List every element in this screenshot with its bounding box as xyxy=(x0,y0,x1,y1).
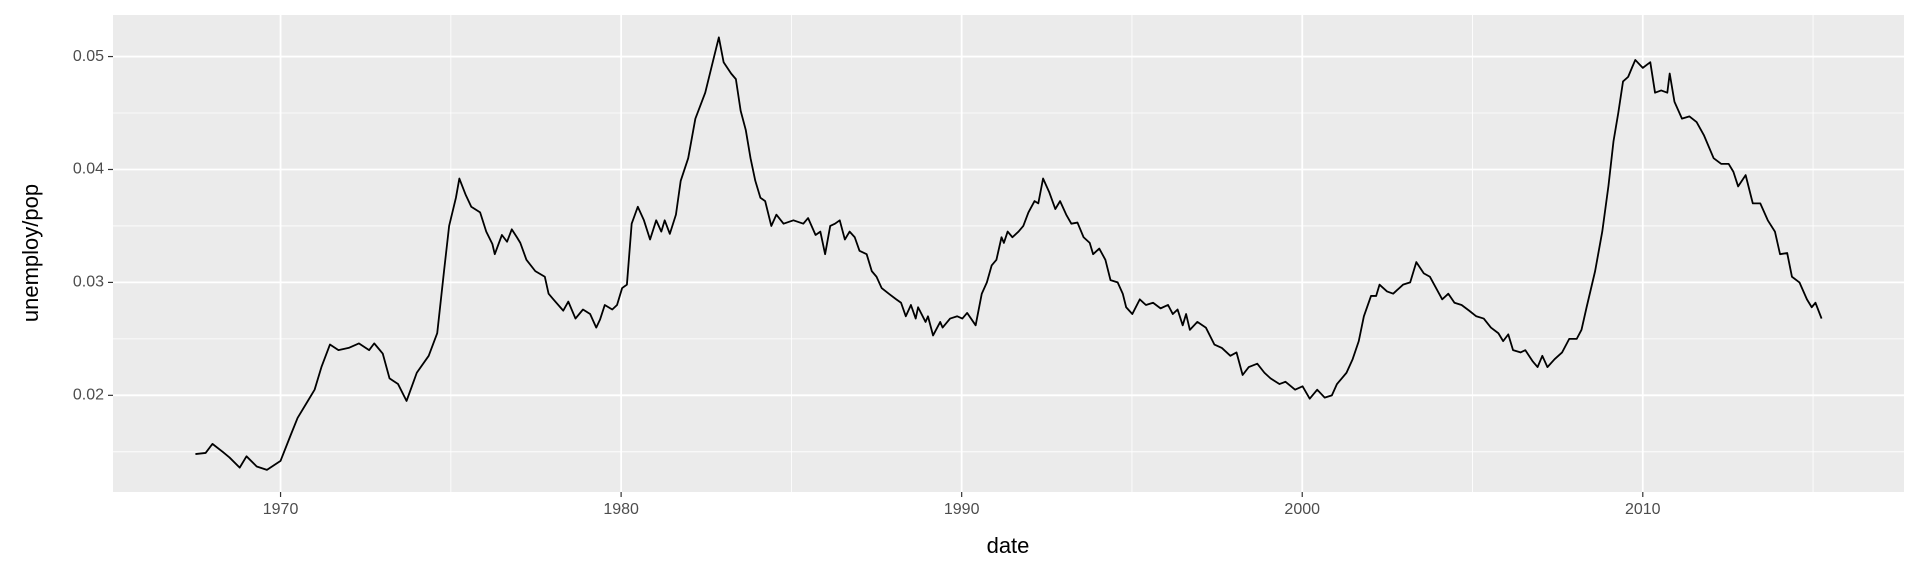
y-tick-label: 0.03 xyxy=(73,274,104,291)
y-tick-label: 0.05 xyxy=(73,48,104,65)
panel xyxy=(113,15,1904,492)
x-tick-label: 2010 xyxy=(1625,501,1661,518)
x-tick-label: 1990 xyxy=(944,501,980,518)
y-tick-label: 0.02 xyxy=(73,387,104,404)
x-tick-label: 2000 xyxy=(1284,501,1320,518)
y-tick-label: 0.04 xyxy=(73,161,104,178)
y-axis-title: unemploy/pop xyxy=(18,184,43,322)
line xyxy=(195,36,1823,471)
x-tick-label: 1980 xyxy=(603,501,639,518)
x-tick-label: 1970 xyxy=(263,501,299,518)
x-axis-title: date xyxy=(987,533,1030,558)
